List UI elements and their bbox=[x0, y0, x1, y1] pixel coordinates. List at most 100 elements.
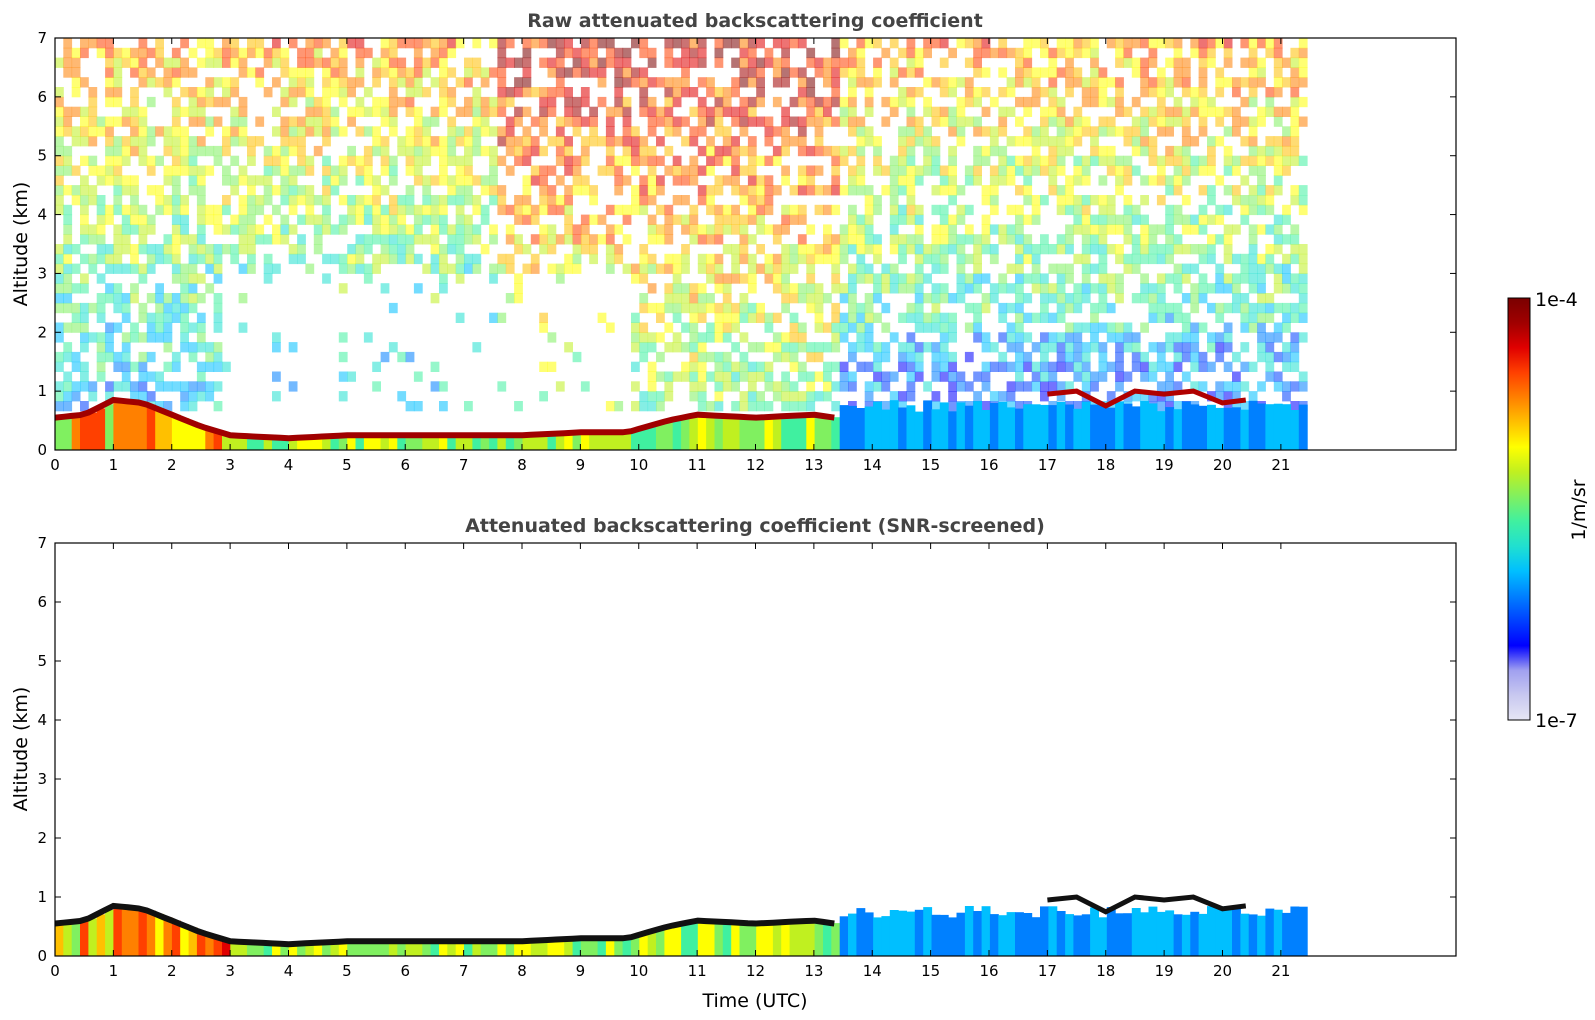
boundary-layer-cell bbox=[714, 921, 724, 956]
background-noise-cell bbox=[973, 244, 982, 255]
background-noise-cell bbox=[731, 87, 740, 98]
boundary-layer-cell bbox=[405, 941, 415, 956]
background-noise-cell bbox=[272, 57, 281, 68]
background-noise-cell bbox=[572, 165, 582, 176]
background-noise-cell bbox=[439, 38, 448, 49]
background-noise-cell bbox=[681, 342, 690, 353]
background-noise-cell bbox=[288, 244, 298, 255]
background-noise-cell bbox=[1165, 332, 1174, 343]
background-noise-cell bbox=[355, 253, 365, 265]
background-noise-cell bbox=[756, 224, 765, 235]
boundary-layer-cell bbox=[497, 435, 507, 450]
background-noise-cell bbox=[505, 136, 515, 147]
background-noise-cell bbox=[272, 371, 281, 382]
background-noise-cell bbox=[948, 351, 957, 363]
background-noise-cell bbox=[1065, 263, 1074, 274]
background-noise-cell bbox=[948, 175, 957, 186]
background-noise-cell bbox=[322, 38, 331, 49]
boundary-layer-cell bbox=[806, 415, 816, 450]
background-noise-cell bbox=[1265, 195, 1275, 206]
background-noise-cell bbox=[839, 38, 849, 49]
background-noise-cell bbox=[948, 332, 957, 343]
background-noise-cell bbox=[1140, 126, 1149, 137]
background-noise-cell bbox=[180, 106, 189, 117]
background-noise-cell bbox=[1156, 283, 1166, 294]
y-tick-label: 1 bbox=[37, 382, 47, 400]
background-noise-cell bbox=[647, 342, 657, 353]
background-noise-cell bbox=[1248, 322, 1258, 333]
background-noise-cell bbox=[856, 47, 866, 59]
background-noise-cell bbox=[914, 342, 924, 353]
background-noise-cell bbox=[288, 381, 298, 392]
background-noise-cell bbox=[714, 351, 724, 363]
background-noise-cell bbox=[397, 214, 407, 225]
background-noise-cell bbox=[1198, 351, 1208, 363]
boundary-layer-cell bbox=[764, 923, 774, 956]
background-noise-cell bbox=[205, 57, 215, 68]
background-noise-cell bbox=[881, 47, 891, 59]
background-noise-cell bbox=[572, 244, 582, 255]
boundary-layer-cell bbox=[1023, 913, 1033, 956]
background-noise-cell bbox=[906, 342, 916, 353]
background-noise-cell bbox=[372, 67, 381, 78]
background-noise-cell bbox=[322, 57, 331, 68]
background-noise-cell bbox=[130, 47, 139, 59]
background-noise-cell bbox=[706, 322, 715, 333]
background-noise-cell bbox=[964, 96, 974, 108]
background-noise-cell bbox=[80, 47, 89, 59]
boundary-layer-cell bbox=[1173, 914, 1183, 956]
background-noise-cell bbox=[171, 145, 181, 157]
background-noise-cell bbox=[372, 185, 381, 196]
background-noise-cell bbox=[272, 234, 281, 245]
background-noise-cell bbox=[756, 391, 765, 402]
background-noise-cell bbox=[906, 204, 916, 216]
background-noise-cell bbox=[1123, 175, 1133, 186]
background-noise-cell bbox=[163, 312, 173, 323]
background-noise-cell bbox=[797, 87, 807, 98]
background-noise-cell bbox=[1223, 224, 1233, 235]
background-noise-cell bbox=[1115, 244, 1124, 255]
boundary-layer-cell bbox=[1065, 404, 1074, 450]
background-noise-cell bbox=[1065, 244, 1074, 255]
background-noise-cell bbox=[681, 195, 690, 206]
boundary-layer-cell bbox=[1232, 907, 1241, 956]
background-noise-cell bbox=[1081, 77, 1091, 88]
background-noise-cell bbox=[405, 165, 415, 176]
background-noise-cell bbox=[706, 136, 715, 147]
background-noise-cell bbox=[305, 126, 315, 137]
background-noise-cell bbox=[797, 253, 807, 265]
background-noise-cell bbox=[848, 87, 857, 98]
background-noise-cell bbox=[305, 57, 315, 68]
background-noise-cell bbox=[672, 126, 682, 137]
background-noise-cell bbox=[1223, 204, 1233, 216]
background-noise-cell bbox=[1015, 155, 1024, 166]
background-noise-cell bbox=[196, 234, 206, 245]
background-noise-cell bbox=[313, 195, 323, 206]
background-noise-cell bbox=[956, 116, 966, 127]
background-noise-cell bbox=[647, 116, 657, 127]
background-noise-cell bbox=[1040, 361, 1049, 372]
background-noise-cell bbox=[105, 145, 114, 157]
background-noise-cell bbox=[823, 244, 832, 255]
background-noise-cell bbox=[205, 116, 215, 127]
boundary-layer-cell bbox=[430, 435, 440, 450]
background-noise-cell bbox=[589, 126, 598, 137]
background-noise-cell bbox=[96, 273, 106, 284]
background-noise-cell bbox=[597, 312, 607, 323]
background-noise-cell bbox=[898, 361, 907, 372]
background-noise-cell bbox=[1081, 175, 1091, 186]
background-noise-cell bbox=[113, 57, 123, 68]
background-noise-cell bbox=[906, 312, 916, 323]
background-noise-cell bbox=[113, 145, 123, 157]
background-noise-cell bbox=[205, 351, 215, 363]
background-noise-cell bbox=[647, 391, 657, 402]
background-noise-cell bbox=[614, 77, 624, 88]
background-noise-cell bbox=[113, 253, 123, 265]
background-noise-cell bbox=[756, 244, 765, 255]
background-noise-cell bbox=[1298, 38, 1308, 49]
background-noise-cell bbox=[514, 244, 523, 255]
background-noise-cell bbox=[1198, 224, 1208, 235]
background-noise-cell bbox=[247, 155, 256, 166]
background-noise-cell bbox=[1006, 165, 1016, 176]
background-noise-cell bbox=[1165, 57, 1174, 68]
